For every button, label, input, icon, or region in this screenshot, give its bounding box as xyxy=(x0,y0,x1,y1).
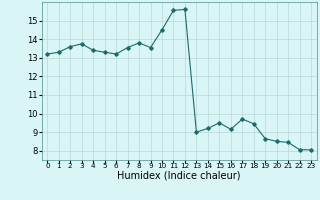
X-axis label: Humidex (Indice chaleur): Humidex (Indice chaleur) xyxy=(117,170,241,180)
